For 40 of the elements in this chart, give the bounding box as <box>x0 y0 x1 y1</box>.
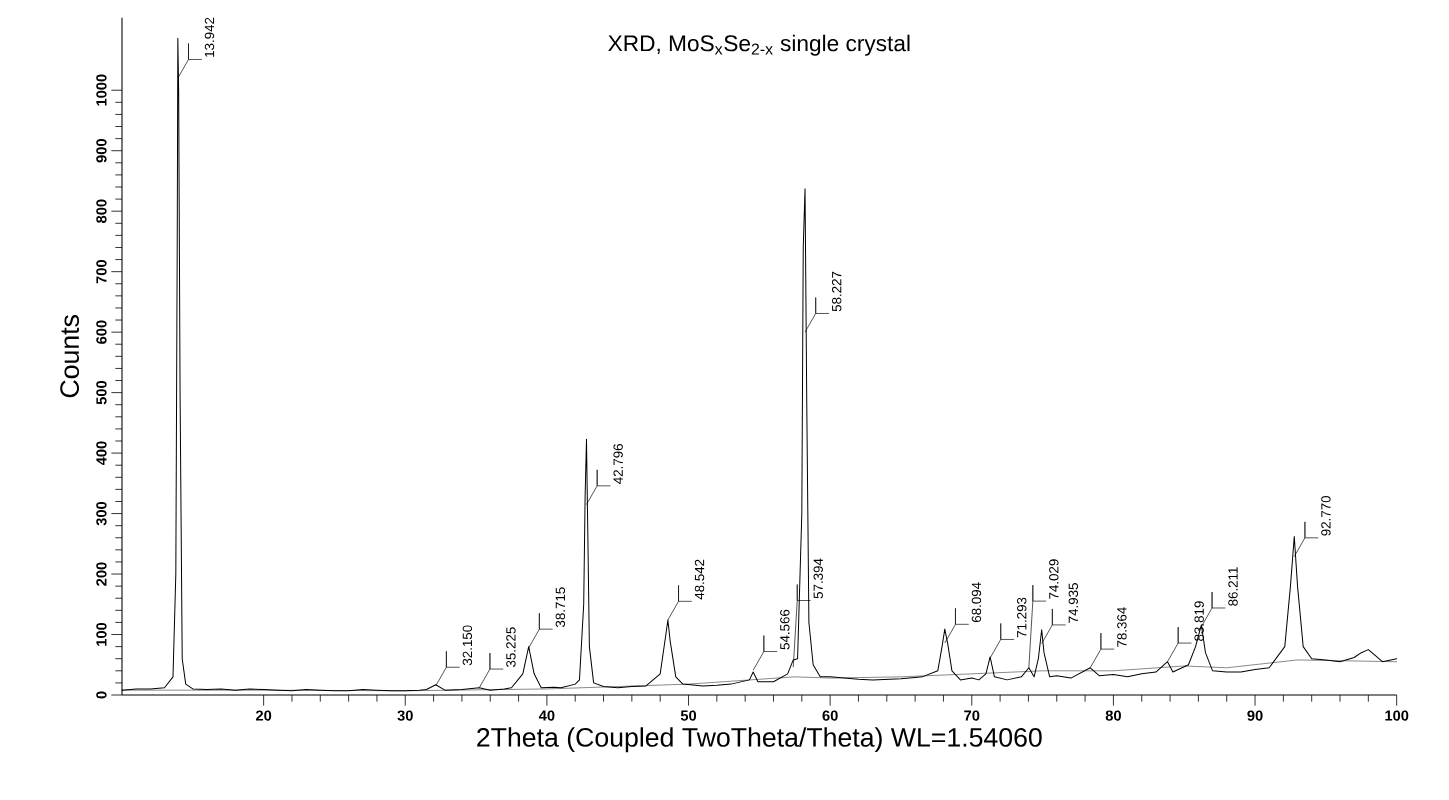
y-tick-label: 1000 <box>96 74 107 106</box>
annotation: 68.094 <box>971 582 982 623</box>
text: XRD, MoS$_{x}$Se$_{2-x}$ single crystal <box>608 34 910 56</box>
x-tick-label: 50 <box>680 710 697 721</box>
y-tick-label: 900 <box>96 139 107 163</box>
y-tick-label: 0 <box>96 691 107 699</box>
annotation: 35.225 <box>506 627 516 667</box>
annotation: 74.029 <box>1049 559 1059 599</box>
y-tick-label: 300 <box>96 501 107 526</box>
x-tick-label: 20 <box>255 710 272 721</box>
y-tick-label: 100 <box>96 622 107 646</box>
x-tick-label: 60 <box>822 710 838 721</box>
x-tick-label: 100 <box>1385 710 1409 721</box>
annotation: 71.293 <box>1017 597 1027 638</box>
annotation: 92.770 <box>1321 495 1331 536</box>
x-axis-title: 2Theta (Coupled TwoTheta/Theta) WL=1.54060 <box>477 727 1042 753</box>
x-tick-label: 30 <box>397 710 413 721</box>
annotation: 57.394 <box>813 558 823 599</box>
annotation: 74.935 <box>1068 583 1079 623</box>
annotation: 38.715 <box>555 587 566 628</box>
y-tick-label: 200 <box>96 562 107 586</box>
annotation: 58.227 <box>831 271 842 312</box>
y-tick-label: 800 <box>96 199 107 223</box>
annotation: 48.542 <box>694 559 705 600</box>
x-tick-label: 70 <box>964 710 980 721</box>
x-tick-label: 90 <box>1247 710 1263 721</box>
y-tick-label: 700 <box>96 260 107 284</box>
annotation: 42.796 <box>613 444 623 484</box>
annotation: 32.150 <box>462 625 473 666</box>
annotation: 83.819 <box>1194 601 1204 641</box>
annotation: 86.211 <box>1228 567 1238 606</box>
y-tick-label: 500 <box>96 380 107 405</box>
y-axis-title: Counts <box>60 315 80 398</box>
annotation: 54.566 <box>780 609 790 650</box>
x-tick-label: 80 <box>1105 710 1121 721</box>
y-tick-label: 400 <box>96 441 107 466</box>
y-tick-label: 600 <box>96 320 107 344</box>
annotation: 13.942 <box>204 17 215 57</box>
x-tick-label: 40 <box>538 710 555 721</box>
annotation: 78.364 <box>1117 607 1127 647</box>
